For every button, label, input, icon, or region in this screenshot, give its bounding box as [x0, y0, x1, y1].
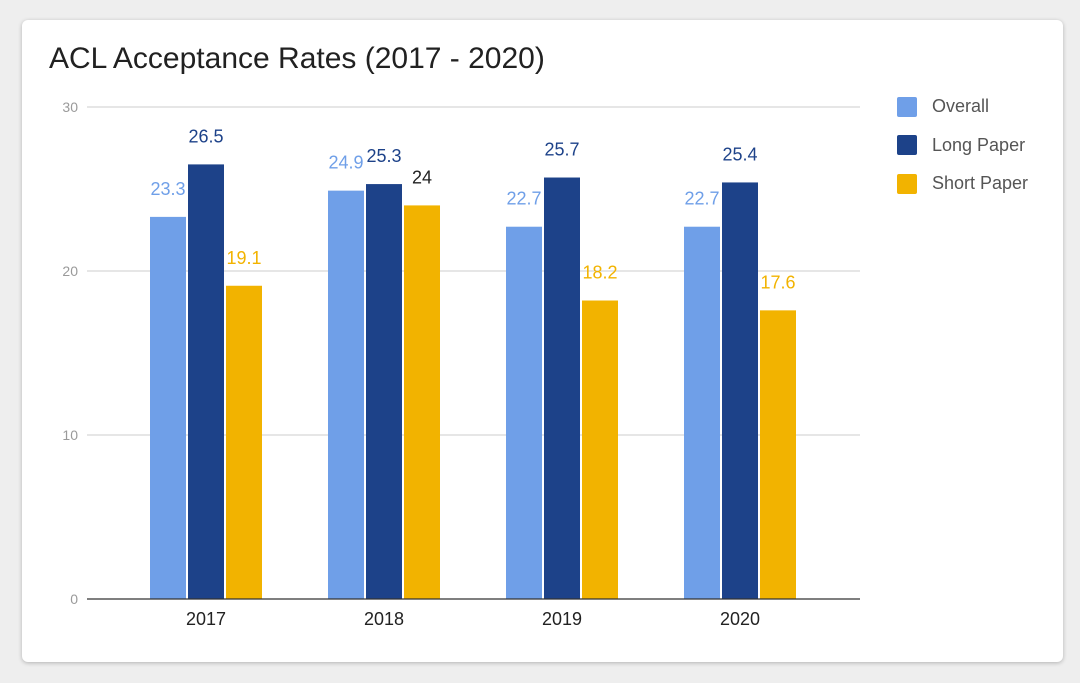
legend-swatch: [897, 173, 917, 194]
y-tick-label: 10: [62, 427, 78, 443]
bar-long-paper-2018: [366, 184, 402, 599]
bar-overall-2017: [150, 216, 186, 599]
data-label: 24: [412, 167, 432, 187]
data-label: 26.5: [188, 126, 223, 146]
data-label: 19.1: [226, 248, 261, 268]
chart-card: ACL Acceptance Rates (2017 - 2020) 0 10 20…: [22, 20, 1063, 662]
bar-short-paper-2020: [760, 310, 796, 599]
legend-item-short-paper: Short Paper: [897, 173, 1028, 194]
data-label: 23.3: [150, 179, 185, 199]
y-tick-label: 0: [70, 591, 78, 607]
data-label: 24.9: [328, 153, 363, 173]
y-tick-label: 30: [62, 99, 78, 115]
legend-label: Long Paper: [932, 134, 1026, 155]
data-label: 17.6: [760, 272, 795, 292]
bar-short-paper-2019: [582, 300, 618, 599]
data-label: 22.7: [684, 189, 719, 209]
legend-label: Overall: [932, 96, 990, 116]
legend-swatch: [897, 135, 917, 155]
legend-label: Short Paper: [932, 173, 1029, 193]
x-tick-label: 2019: [542, 609, 582, 629]
legend-item-long-paper: Long Paper: [897, 135, 1028, 156]
y-tick-label: 20: [62, 263, 78, 279]
bar-overall-2019: [506, 226, 542, 599]
x-tick-label: 2017: [186, 609, 226, 629]
x-tick-label: 2018: [364, 609, 404, 629]
bar-short-paper-2018: [404, 205, 440, 599]
bar-overall-2020: [684, 226, 720, 599]
data-label: 18.2: [582, 263, 617, 283]
bar-long-paper-2020: [722, 182, 758, 599]
legend-swatch: [897, 96, 917, 117]
bar-overall-2018: [328, 190, 364, 599]
data-label: 25.7: [544, 140, 579, 160]
legend-item-overall: Overall: [897, 96, 1028, 117]
bar-short-paper-2017: [226, 285, 262, 599]
x-tick-label: 2020: [720, 609, 760, 629]
data-label: 22.7: [506, 189, 541, 209]
bar-long-paper-2019: [544, 177, 580, 599]
plot-area: 0 10 20 30 23.3 24.9 22.7 22.7 26.5 25.3 25.7 25.4 1…: [62, 99, 860, 629]
bar-long-paper-2017: [188, 164, 224, 599]
data-label: 25.3: [366, 146, 401, 166]
chart-title: ACL Acceptance Rates (2017 - 2020): [49, 42, 545, 75]
chart-legend: Overall Long Paper Short Paper: [897, 96, 1028, 212]
data-label: 25.4: [722, 144, 757, 164]
